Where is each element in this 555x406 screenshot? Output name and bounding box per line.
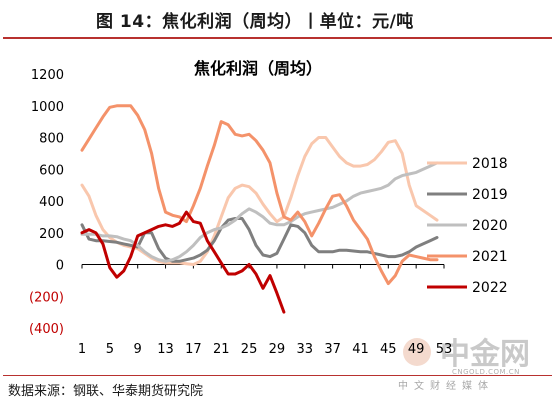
y-tick-label: 1000 (31, 100, 64, 115)
legend-label-2021: 2021 (472, 249, 508, 265)
series-line-2019 (80, 217, 439, 263)
x-tick-label: 1 (78, 342, 86, 357)
x-tick-label: 41 (352, 342, 369, 357)
legend-label-2019: 2019 (472, 187, 508, 203)
chart-legend: 2018 2019 2020 2021 2022 (427, 156, 508, 296)
y-tick-label: 0 (56, 259, 64, 274)
watermark-brand: 中金网 (440, 337, 530, 372)
x-tick-label: 29 (269, 342, 286, 357)
watermark-logo-icon (403, 338, 431, 366)
x-tick-label: 25 (241, 342, 258, 357)
legend-label-2022: 2022 (472, 280, 508, 296)
series-line-2022 (80, 210, 286, 314)
y-tick-label: (200) (29, 290, 64, 305)
x-tick-label: 33 (296, 342, 313, 357)
x-tick-label: 21 (213, 342, 230, 357)
chart-series (80, 104, 439, 314)
y-tick-label: 200 (39, 227, 64, 242)
figure-title: 图 14：焦化利润（周均）丨单位：元/吨 (96, 12, 414, 32)
x-tick-label: 53 (436, 342, 453, 357)
x-tick-label: 17 (185, 342, 202, 357)
y-tick-label: (400) (29, 322, 64, 337)
chart-title: 焦化利润（周均） (193, 59, 322, 78)
series-line-2021 (80, 104, 439, 286)
series-line-2018 (80, 136, 439, 266)
x-tick-label: 9 (134, 342, 142, 357)
watermark-logo: 中金网 CNGOLD.COM.CN 中文财经媒体 (398, 337, 530, 392)
legend-label-2020: 2020 (472, 218, 508, 234)
x-tick-label: 37 (324, 342, 341, 357)
x-tick-label: 45 (380, 342, 397, 357)
watermark-url: CNGOLD.COM.CN (452, 368, 520, 376)
source-divider (3, 375, 552, 376)
x-tick-label: 49 (408, 342, 425, 357)
figure-header: 图 14：焦化利润（周均）丨单位：元/吨 (0, 0, 555, 39)
data-source: 数据来源：钢联、华泰期货研究院 (8, 384, 204, 399)
y-tick-label: 1200 (31, 68, 64, 83)
y-tick-label: 400 (39, 195, 64, 210)
chart-axes: 1200 1000 800 600 400 200 0 (200) (400) 1 5 9 13 17 21… (29, 68, 452, 357)
x-tick-label: 13 (157, 342, 174, 357)
header-divider (3, 37, 552, 39)
watermark-tagline: 中文财经媒体 (398, 379, 494, 392)
series-line-2020 (80, 161, 439, 263)
legend-label-2018: 2018 (472, 156, 508, 172)
y-tick-label: 600 (39, 163, 64, 178)
y-tick-label: 800 (39, 132, 64, 147)
x-tick-label: 5 (106, 342, 114, 357)
